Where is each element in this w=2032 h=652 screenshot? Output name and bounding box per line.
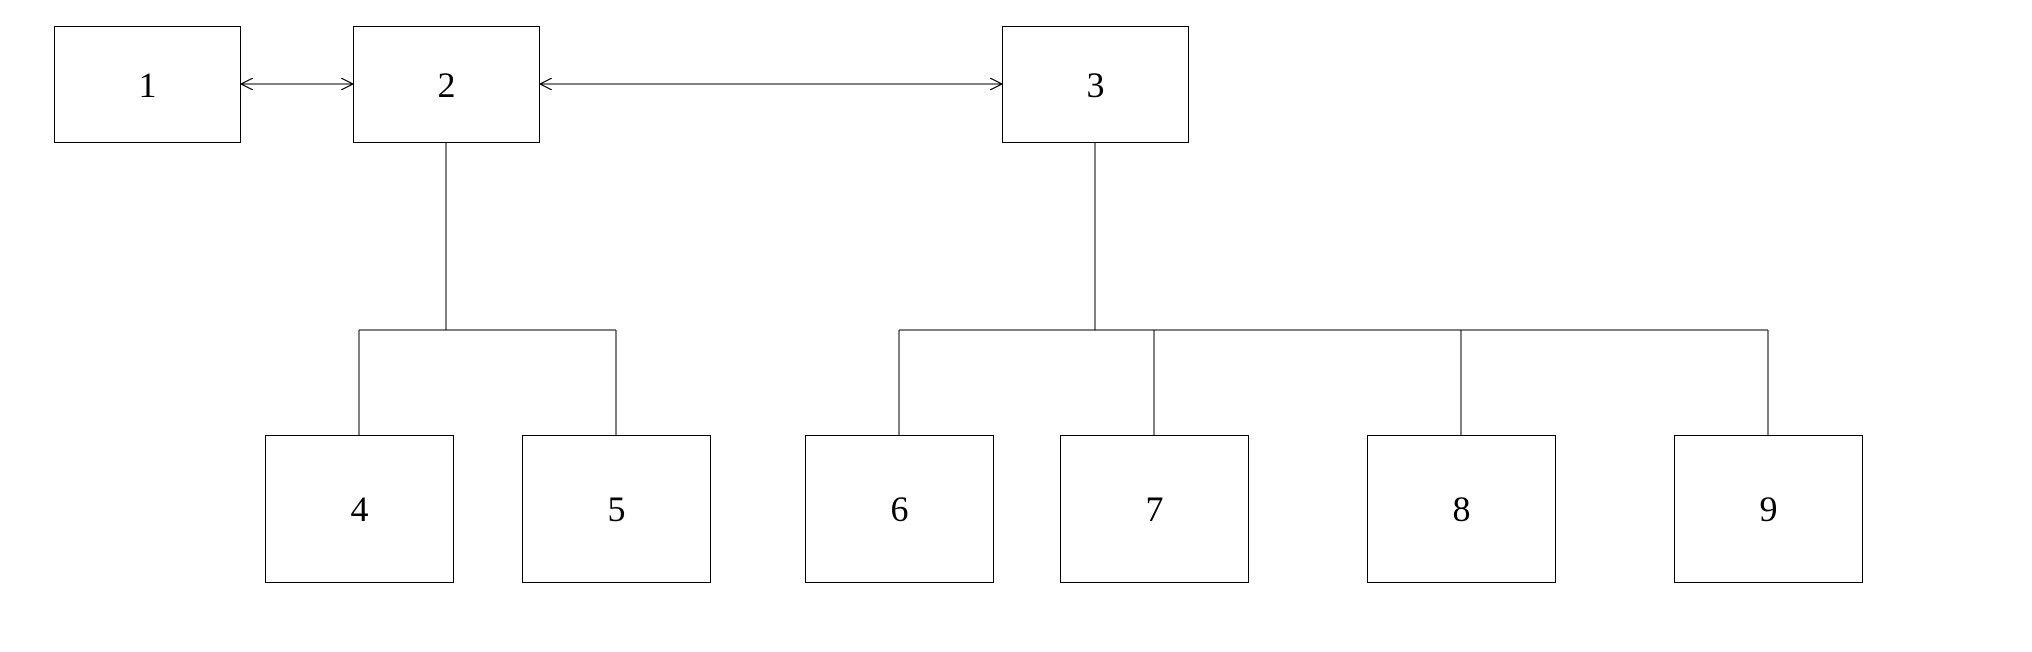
node-7: 7 [1060, 435, 1249, 583]
node-5-label: 5 [608, 491, 626, 527]
node-2: 2 [353, 26, 540, 143]
node-9-label: 9 [1760, 491, 1778, 527]
node-4: 4 [265, 435, 454, 583]
node-8: 8 [1367, 435, 1556, 583]
tree-n2 [359, 143, 616, 435]
node-8-label: 8 [1453, 491, 1471, 527]
tree-n3 [899, 143, 1768, 435]
node-6: 6 [805, 435, 994, 583]
node-3: 3 [1002, 26, 1189, 143]
node-1-label: 1 [139, 67, 157, 103]
node-7-label: 7 [1146, 491, 1164, 527]
node-5: 5 [522, 435, 711, 583]
node-9: 9 [1674, 435, 1863, 583]
node-6-label: 6 [891, 491, 909, 527]
node-4-label: 4 [351, 491, 369, 527]
node-2-label: 2 [438, 67, 456, 103]
diagram-canvas: 1 2 3 4 5 6 7 8 9 [0, 0, 2032, 652]
node-3-label: 3 [1087, 67, 1105, 103]
node-1: 1 [54, 26, 241, 143]
